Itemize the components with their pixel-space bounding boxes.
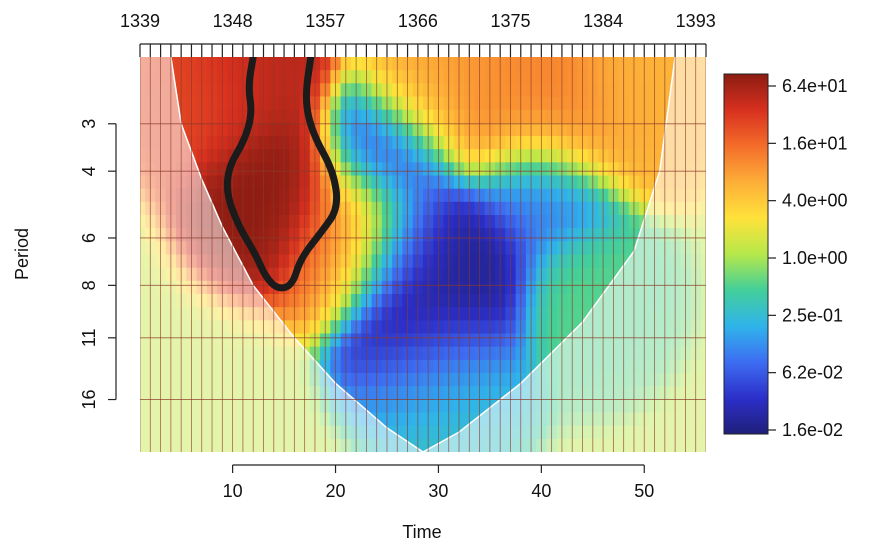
colorbar-label: 6.4e+01 [782, 76, 848, 96]
y-tick-label: 16 [79, 389, 99, 409]
x-top-tick-label: 1357 [305, 11, 345, 31]
colorbar-label: 1.6e+01 [782, 133, 848, 153]
significance-contour [223, 57, 341, 292]
colorbar-labels: 6.4e+01 1.6e+01 4.0e+00 1.0e+00 2.5e-01 6.2e-… [768, 76, 848, 440]
x-tick-label: 30 [428, 481, 448, 501]
colorbar-label: 6.2e-02 [782, 363, 843, 383]
y-tick-label: 4 [79, 166, 99, 176]
colorbar-label: 4.0e+00 [782, 191, 848, 211]
colorbar-label: 1.0e+00 [782, 248, 848, 268]
plot-grid [140, 57, 706, 452]
x-top-tick-label: 1384 [583, 11, 623, 31]
x-top-tick-label: 1366 [398, 11, 438, 31]
x-tick-label: 10 [223, 481, 243, 501]
y-axis: 3 4 6 8 11 16 [79, 119, 117, 410]
x-top-tick-label: 1393 [676, 11, 716, 31]
colorbar-label: 2.5e-01 [782, 305, 843, 325]
x-tick-label: 50 [634, 481, 654, 501]
y-tick-label: 8 [79, 280, 99, 290]
x-axis-bottom: 10 20 30 40 50 [223, 464, 654, 501]
y-axis-title: Period [12, 228, 32, 280]
x-top-tick-label: 1339 [120, 11, 160, 31]
y-tick-label: 11 [79, 328, 99, 347]
y-tick-label: 3 [79, 119, 99, 129]
x-tick-label: 40 [531, 481, 551, 501]
x-top-tick-label: 1375 [490, 11, 530, 31]
cone-of-influence-shade [140, 57, 706, 452]
x-axis-title: Time [402, 522, 441, 542]
colorbar-label: 1.6e-02 [782, 420, 843, 440]
y-tick-label: 6 [79, 233, 99, 243]
x-tick-label: 20 [326, 481, 346, 501]
colorbar: 6.4e+01 1.6e+01 4.0e+00 1.0e+00 2.5e-01 6.2e-… [723, 73, 848, 440]
x-top-tick-label: 1348 [213, 11, 253, 31]
x-axis-top: 1339 1348 1357 1366 1375 1384 1393 [120, 11, 716, 57]
colorbar-gradient [723, 73, 769, 435]
